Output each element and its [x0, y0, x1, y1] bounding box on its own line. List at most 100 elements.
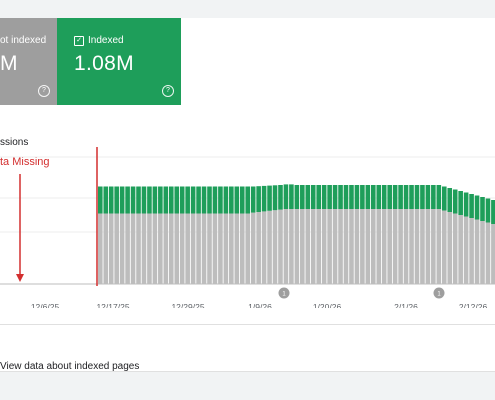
bar-indexed[interactable]	[360, 185, 365, 209]
bar-indexed[interactable]	[136, 186, 141, 214]
bar-not-indexed[interactable]	[256, 212, 261, 284]
bar-indexed[interactable]	[283, 184, 289, 209]
bar-not-indexed[interactable]	[152, 213, 158, 285]
bar-indexed[interactable]	[414, 185, 420, 209]
bar-indexed[interactable]	[300, 185, 305, 209]
bar-indexed[interactable]	[278, 185, 283, 210]
bar-not-indexed[interactable]	[245, 213, 251, 285]
bar-indexed[interactable]	[463, 192, 469, 217]
bar-indexed[interactable]	[250, 186, 256, 213]
bar-not-indexed[interactable]	[305, 209, 311, 284]
bar-indexed[interactable]	[420, 185, 425, 209]
bar-indexed[interactable]	[130, 186, 136, 214]
bar-not-indexed[interactable]	[441, 210, 447, 285]
bar-not-indexed[interactable]	[212, 213, 218, 285]
bar-not-indexed[interactable]	[371, 209, 376, 284]
bar-not-indexed[interactable]	[376, 209, 382, 284]
bar-not-indexed[interactable]	[458, 215, 463, 284]
bar-not-indexed[interactable]	[185, 213, 190, 285]
bar-indexed[interactable]	[223, 186, 229, 214]
bar-not-indexed[interactable]	[108, 213, 114, 285]
bar-not-indexed[interactable]	[365, 209, 371, 284]
bar-indexed[interactable]	[239, 186, 245, 214]
bar-not-indexed[interactable]	[114, 213, 119, 285]
bar-indexed[interactable]	[381, 185, 387, 209]
bar-not-indexed[interactable]	[201, 213, 207, 285]
bar-not-indexed[interactable]	[420, 209, 425, 284]
bar-indexed[interactable]	[103, 186, 109, 214]
annotation-badge-1[interactable]: 1	[278, 287, 290, 299]
bar-indexed[interactable]	[207, 186, 212, 214]
bar-indexed[interactable]	[343, 185, 349, 209]
bar-indexed[interactable]	[256, 186, 261, 212]
bar-indexed[interactable]	[425, 185, 431, 209]
bar-indexed[interactable]	[229, 186, 234, 214]
bar-indexed[interactable]	[272, 185, 278, 211]
bar-not-indexed[interactable]	[163, 213, 169, 285]
bar-not-indexed[interactable]	[349, 209, 354, 284]
bar-indexed[interactable]	[480, 197, 485, 221]
bar-not-indexed[interactable]	[250, 212, 256, 284]
bar-not-indexed[interactable]	[321, 209, 327, 284]
bar-not-indexed[interactable]	[338, 209, 343, 284]
bar-not-indexed[interactable]	[436, 209, 442, 284]
bar-indexed[interactable]	[168, 186, 174, 214]
bar-not-indexed[interactable]	[392, 209, 398, 284]
bar-indexed[interactable]	[452, 189, 458, 214]
bar-indexed[interactable]	[174, 186, 180, 214]
bar-indexed[interactable]	[310, 185, 316, 209]
bar-indexed[interactable]	[474, 195, 480, 220]
bar-indexed[interactable]	[332, 185, 338, 209]
bar-indexed[interactable]	[431, 185, 436, 209]
bar-indexed[interactable]	[294, 185, 300, 209]
bar-not-indexed[interactable]	[425, 209, 431, 284]
bar-indexed[interactable]	[316, 185, 321, 209]
bar-indexed[interactable]	[267, 185, 272, 211]
bar-indexed[interactable]	[119, 186, 125, 214]
bar-indexed[interactable]	[321, 185, 327, 209]
bar-not-indexed[interactable]	[218, 213, 223, 285]
bar-not-indexed[interactable]	[158, 213, 163, 285]
bar-indexed[interactable]	[261, 185, 267, 212]
bar-not-indexed[interactable]	[278, 209, 283, 284]
bar-not-indexed[interactable]	[98, 213, 103, 285]
bar-indexed[interactable]	[409, 185, 414, 209]
bar-not-indexed[interactable]	[332, 209, 338, 284]
bar-not-indexed[interactable]	[119, 213, 125, 285]
not-indexed-tile[interactable]: ot indexed M ?	[0, 18, 57, 105]
bar-not-indexed[interactable]	[136, 213, 141, 285]
bar-indexed[interactable]	[338, 185, 343, 209]
bar-not-indexed[interactable]	[409, 209, 414, 284]
bar-indexed[interactable]	[491, 200, 495, 224]
bar-not-indexed[interactable]	[431, 209, 436, 284]
bar-indexed[interactable]	[141, 186, 147, 214]
help-icon[interactable]: ?	[162, 85, 174, 97]
annotation-badge-2[interactable]: 1	[433, 287, 445, 299]
bar-indexed[interactable]	[190, 186, 196, 214]
bar-not-indexed[interactable]	[147, 213, 152, 285]
bar-not-indexed[interactable]	[387, 209, 392, 284]
bar-not-indexed[interactable]	[381, 209, 387, 284]
bar-indexed[interactable]	[354, 185, 360, 209]
bar-indexed[interactable]	[398, 185, 403, 209]
bar-indexed[interactable]	[387, 185, 392, 209]
bar-indexed[interactable]	[392, 185, 398, 209]
bar-indexed[interactable]	[108, 186, 114, 214]
bar-not-indexed[interactable]	[354, 209, 360, 284]
bar-not-indexed[interactable]	[267, 210, 272, 284]
bar-indexed[interactable]	[147, 186, 152, 214]
bar-not-indexed[interactable]	[300, 209, 305, 284]
bar-not-indexed[interactable]	[272, 210, 278, 284]
bar-indexed[interactable]	[218, 186, 223, 214]
help-icon[interactable]: ?	[38, 85, 50, 97]
bar-indexed[interactable]	[201, 186, 207, 214]
bar-indexed[interactable]	[234, 186, 240, 214]
bar-not-indexed[interactable]	[469, 218, 474, 284]
bar-indexed[interactable]	[152, 186, 158, 214]
bar-indexed[interactable]	[485, 198, 491, 223]
bar-not-indexed[interactable]	[125, 213, 130, 285]
bar-indexed[interactable]	[469, 194, 474, 218]
bar-not-indexed[interactable]	[196, 213, 201, 285]
bar-indexed[interactable]	[441, 186, 447, 211]
bar-not-indexed[interactable]	[316, 209, 321, 284]
